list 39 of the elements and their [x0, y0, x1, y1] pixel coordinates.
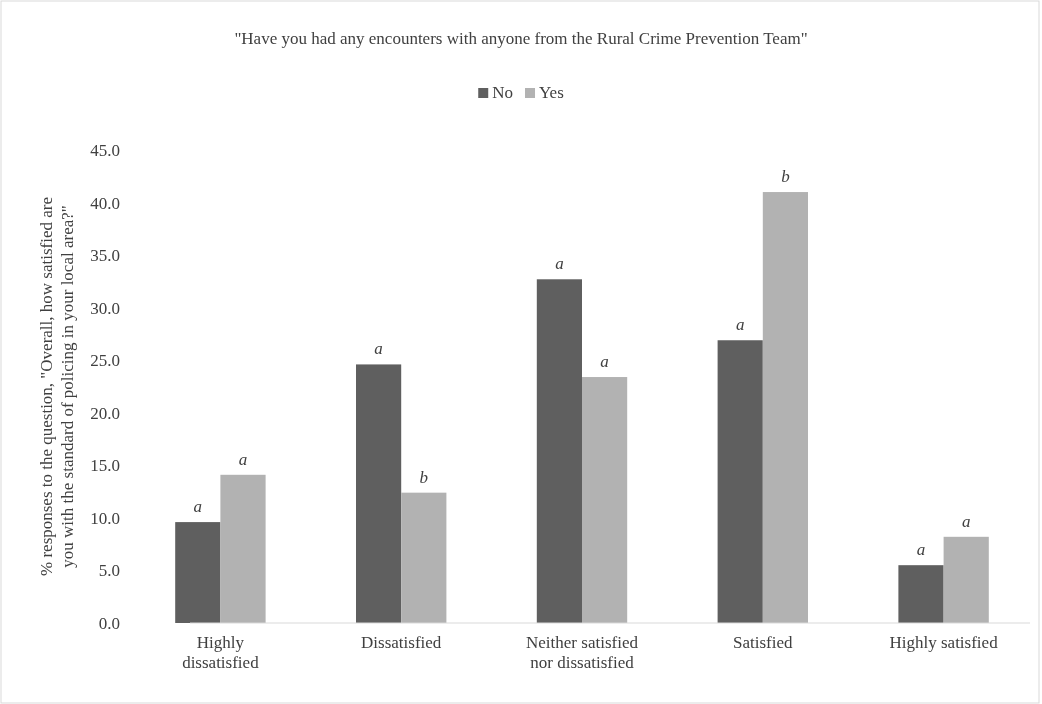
bar — [175, 522, 221, 623]
bar — [356, 364, 402, 623]
bar — [220, 474, 266, 623]
y-tick-label: 25.0 — [90, 351, 120, 371]
data-label: a — [735, 315, 745, 335]
y-tick-label: 5.0 — [98, 561, 120, 581]
legend-label: No — [492, 83, 514, 102]
y-tick-label: 20.0 — [90, 403, 120, 423]
y-tick-label: 40.0 — [90, 193, 120, 213]
y-tick-label: 30.0 — [90, 298, 120, 318]
data-label: a — [193, 497, 203, 517]
bar — [401, 492, 447, 623]
bar — [762, 192, 808, 623]
bar — [536, 279, 582, 623]
bar — [582, 377, 628, 623]
data-label: a — [374, 339, 383, 359]
data-label: a — [600, 352, 609, 372]
y-tick-label: 0.0 — [98, 613, 120, 633]
bar — [717, 340, 763, 623]
y-tick-label: 45.0 — [90, 140, 120, 160]
data-label: a — [238, 449, 248, 469]
data-label: b — [781, 167, 790, 187]
bar — [943, 536, 989, 623]
data-label: a — [555, 254, 564, 274]
y-tick-label: 15.0 — [90, 456, 120, 476]
x-tick-label: Dissatisfied — [361, 633, 442, 652]
chart-title: "Have you had any encounters with anyone from the Rural Crime Prevention Team" — [234, 29, 808, 48]
x-tick-label: Highly dissatisfied — [182, 633, 260, 672]
x-tick-label: Neither satisfied nor dissatisfied — [526, 633, 639, 672]
y-tick-label: 35.0 — [90, 246, 120, 266]
legend-label: Yes — [539, 83, 564, 102]
x-tick-label: Highly satisfied — [889, 633, 999, 652]
y-tick-label: 10.0 — [90, 508, 120, 528]
bar — [898, 565, 944, 623]
data-label: b — [419, 467, 429, 487]
y-axis-title: % responses to the question, "Overall, how satisfied are you with the standard of policing in your local area?" — [37, 197, 77, 576]
x-tick-label: Satisfied — [733, 633, 794, 652]
data-label: a — [916, 540, 926, 560]
data-label: a — [961, 511, 971, 531]
